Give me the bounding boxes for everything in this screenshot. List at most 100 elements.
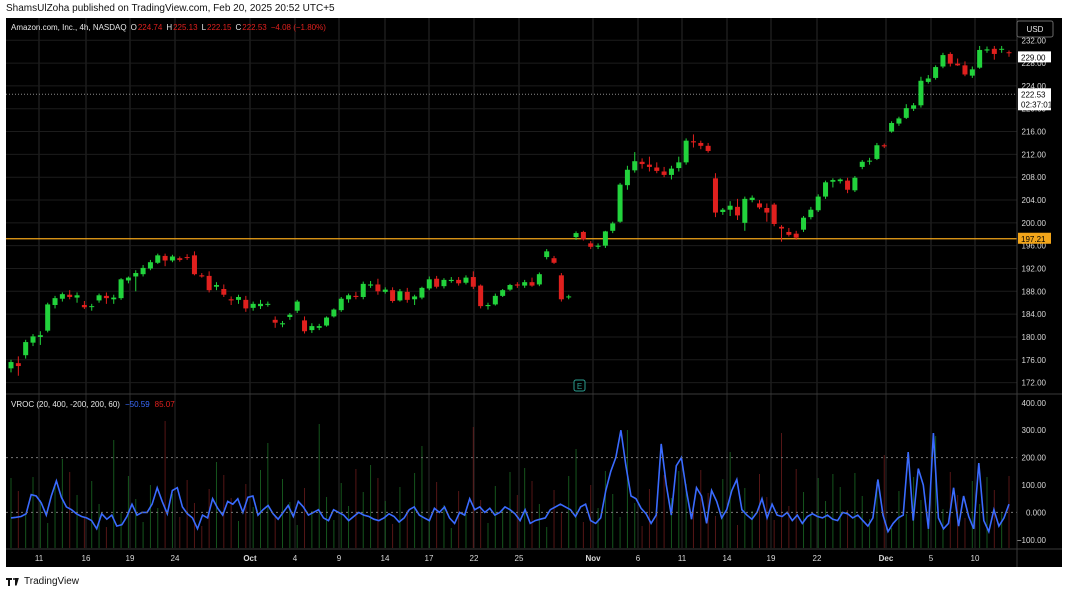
candle-body — [74, 295, 80, 298]
candle-body — [566, 296, 572, 298]
time-tick-label: 24 — [171, 554, 180, 563]
candle-body — [118, 279, 124, 299]
candle-body — [698, 142, 704, 146]
candle-body — [500, 290, 506, 296]
candle-body — [720, 209, 726, 212]
vroc-tick-label: 200.00 — [1022, 454, 1047, 463]
candle-body — [103, 295, 109, 299]
candle-body — [742, 198, 748, 223]
candle-body — [470, 277, 476, 287]
candle-body — [867, 160, 873, 162]
price-tick-label: 184.00 — [1022, 310, 1047, 319]
candle-body — [734, 206, 740, 216]
price-tag-level: 197.21 — [1018, 232, 1051, 244]
candle-body — [258, 303, 263, 307]
candle-body — [59, 294, 65, 299]
candle-body — [331, 309, 337, 317]
earnings-marker-label: E — [577, 382, 582, 391]
candle-body — [294, 301, 300, 311]
candles — [8, 45, 1012, 376]
candle-body — [302, 320, 308, 332]
candle-body — [522, 282, 528, 286]
candle-body — [580, 231, 586, 240]
candle-body — [654, 167, 660, 171]
vroc-tick-label: 0.000 — [1026, 508, 1047, 517]
candle-body — [573, 233, 579, 238]
earnings-marker[interactable]: E — [573, 379, 586, 392]
candle-body — [786, 231, 792, 235]
candle-body — [757, 203, 762, 208]
candle-body — [140, 267, 146, 275]
price-tag-high-value: 229.00 — [1021, 53, 1046, 62]
time-tick-label: 17 — [425, 554, 434, 563]
legend-close-label: C — [235, 23, 241, 32]
time-tick-label: 19 — [767, 554, 776, 563]
publisher-text: ShamsUlZoha published on TradingView.com… — [6, 3, 335, 14]
candle-body — [434, 278, 440, 287]
candle-body — [646, 164, 652, 167]
candle-body — [624, 169, 630, 186]
candle-body — [382, 289, 388, 292]
candle-body — [815, 196, 821, 211]
candle-body — [228, 299, 234, 301]
candle-body — [478, 285, 484, 307]
candle-body — [52, 298, 58, 305]
currency-button-label[interactable]: USD — [1027, 25, 1044, 34]
price-tag-countdown: 02:37:01 — [1021, 100, 1053, 109]
candle-body — [81, 304, 87, 308]
legend-high-value: 225.13 — [173, 23, 198, 32]
vroc-tick-label: 100.00 — [1022, 481, 1047, 490]
price-tick-label: 180.00 — [1022, 333, 1047, 342]
candle-body — [632, 161, 638, 171]
legend-high-label: H — [166, 23, 172, 32]
time-tick-label: 10 — [971, 554, 980, 563]
price-tick-label: 232.00 — [1022, 36, 1047, 45]
candle-body — [977, 49, 983, 68]
candle-body — [280, 323, 286, 325]
candle-body — [250, 303, 256, 308]
price-tick-label: 192.00 — [1022, 264, 1047, 273]
candle-body — [588, 243, 594, 247]
legend-open-label: O — [131, 23, 137, 32]
candle-body — [683, 140, 689, 163]
price-tick-label: 208.00 — [1022, 173, 1047, 182]
chart-frame[interactable]: 232.00228.00224.00220.00216.00212.00208.… — [6, 18, 1062, 567]
indicator-value-1: −50.59 — [125, 400, 150, 409]
candle-body — [309, 326, 315, 331]
candle-body — [492, 295, 498, 305]
legend-close-value: 222.53 — [242, 23, 267, 32]
time-tick-label: 19 — [126, 554, 135, 563]
candle-body — [111, 297, 117, 300]
candle-body — [346, 295, 352, 300]
candle-body — [771, 204, 777, 224]
legend-symbol: Amazon.com, Inc., 4h, NASDAQ — [11, 23, 127, 32]
candlestick-chart[interactable]: 232.00228.00224.00220.00216.00212.00208.… — [6, 18, 1062, 567]
price-tick-label: 200.00 — [1022, 219, 1047, 228]
time-axis[interactable]: 11 16 19 24 Oct 4 9 14 17 22 25 Nov 6 11 14 19 22 Dec 5 10 — [35, 554, 980, 563]
candle-body — [1006, 52, 1012, 54]
legend-open-value: 224.74 — [138, 23, 163, 32]
candle-body — [184, 257, 190, 259]
price-tick-label: 224.00 — [1022, 82, 1047, 91]
currency-button[interactable] — [1016, 20, 1054, 38]
volume-bars — [10, 421, 1010, 548]
vroc-tick-label: 300.00 — [1022, 426, 1047, 435]
candle-body — [536, 274, 542, 285]
candle-body — [911, 105, 917, 109]
candle-body — [823, 182, 829, 197]
candle-body — [147, 262, 153, 269]
candle-body — [705, 145, 711, 151]
tradingview-logo[interactable]: TradingView — [6, 576, 79, 587]
candle-body — [896, 118, 902, 124]
candle-body — [169, 256, 175, 261]
time-tick-label: 25 — [515, 554, 524, 563]
candle-body — [45, 304, 51, 331]
candle-body — [426, 279, 432, 289]
candle-body — [8, 362, 14, 369]
vroc-axis[interactable]: 400.00 300.00 200.00 100.00 0.000 −100.00 — [1017, 399, 1047, 545]
candle-body — [602, 231, 608, 246]
grid — [6, 18, 1017, 548]
time-tick-label: 14 — [381, 554, 390, 563]
indicator-label[interactable]: VROC (20, 400, -200, 200, 60) — [11, 400, 120, 409]
candle-body — [316, 326, 322, 328]
